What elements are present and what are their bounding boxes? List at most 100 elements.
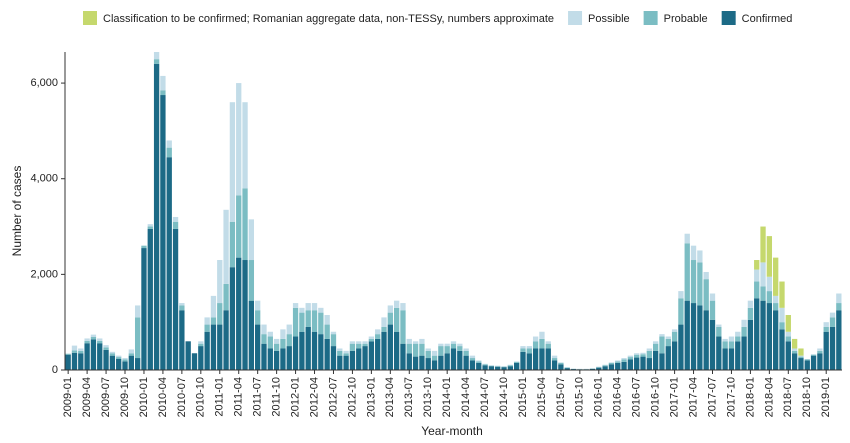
bar-segment <box>134 358 141 370</box>
bar-segment <box>779 307 785 323</box>
bar-segment <box>457 343 463 347</box>
bar-segment <box>438 346 444 356</box>
bar-segment <box>198 343 204 347</box>
bar-segment <box>217 324 223 370</box>
bar-segment <box>160 75 166 91</box>
bar-segment <box>697 262 703 306</box>
bar-segment <box>166 157 172 370</box>
bar-segment <box>305 326 311 370</box>
x-tick-label: 2010-10 <box>195 377 207 417</box>
bar-segment <box>406 338 412 344</box>
bar-segment <box>65 354 71 370</box>
bar-segment <box>393 331 400 370</box>
bar-segment <box>634 353 640 355</box>
bar-segment <box>646 358 652 370</box>
bar-segment <box>608 362 615 365</box>
bar-segment <box>463 355 469 370</box>
bar-segment <box>71 345 78 351</box>
bar-segment <box>166 147 172 158</box>
bar-segment <box>709 293 716 301</box>
x-tick-label: 2015-10 <box>574 377 586 417</box>
bar-segment <box>84 340 90 344</box>
bar-segment <box>690 245 697 261</box>
bar-segment <box>172 228 179 370</box>
bar-segment <box>810 354 817 356</box>
bar-segment <box>514 362 520 370</box>
legend-swatch <box>83 11 97 25</box>
bar-segment <box>103 347 109 350</box>
bar-segment <box>242 188 248 261</box>
bar-segment <box>450 343 457 349</box>
bar-segment <box>482 364 488 366</box>
x-tick-label: 2016-07 <box>631 377 643 417</box>
bar-segment <box>634 354 640 358</box>
bar-segment <box>116 357 122 360</box>
legend-label: Confirmed <box>742 13 793 25</box>
bar-segment <box>829 326 836 370</box>
bar-segment <box>311 331 318 370</box>
bar-segment <box>387 324 393 370</box>
bar-segment <box>292 336 299 370</box>
bar-segment <box>255 300 261 311</box>
bar-segment <box>242 102 248 189</box>
bar-segment <box>526 353 532 370</box>
bar-segment <box>640 352 646 355</box>
bar-segment <box>646 348 652 351</box>
bar-segment <box>804 359 810 361</box>
x-tick-label: 2009-07 <box>100 377 112 417</box>
bar-segment <box>747 319 754 370</box>
x-tick-label: 2014-01 <box>441 377 453 417</box>
bar-segment <box>71 352 78 370</box>
bar-segment <box>210 295 217 318</box>
bar-segment <box>381 331 387 370</box>
bar-segment <box>267 336 273 349</box>
bar-segment <box>210 324 217 370</box>
bar-segment <box>368 341 375 370</box>
bar-segment <box>381 326 387 332</box>
bar-segment <box>280 329 286 339</box>
bar-segment <box>337 348 343 351</box>
bar-segment <box>627 359 634 370</box>
x-tick-label: 2016-01 <box>593 377 605 417</box>
bar-segment <box>760 262 766 287</box>
bar-segment <box>690 260 697 304</box>
legend-label: Possible <box>588 13 630 25</box>
x-tick-label: 2009-04 <box>81 377 93 417</box>
bar-segment <box>375 334 381 339</box>
bar-segment <box>318 312 324 335</box>
bar-segment <box>198 341 204 344</box>
x-tick-label: 2013-01 <box>365 377 377 417</box>
bar-segment <box>817 353 823 370</box>
bar-segment <box>273 338 280 344</box>
bar-segment <box>356 348 362 370</box>
bar-segment <box>551 360 558 370</box>
x-tick-label: 2018-04 <box>763 377 775 417</box>
x-tick-label: 2017-01 <box>669 377 681 417</box>
bar-segment <box>248 300 255 370</box>
bar-segment <box>703 310 709 370</box>
bar-segment <box>621 359 627 362</box>
bar-segment <box>311 310 318 332</box>
x-tick-label: 2009-10 <box>119 377 131 417</box>
x-tick-label: 2015-01 <box>517 377 529 417</box>
bar-segment <box>204 331 210 370</box>
bar-segment <box>545 341 551 344</box>
bar-segment <box>273 350 280 370</box>
bar-segment <box>791 350 798 354</box>
legend-label: Classification to be confirmed; Romanian… <box>103 13 554 25</box>
bar-segment <box>722 348 728 370</box>
bar-segment <box>153 52 160 60</box>
bar-segment <box>141 248 147 370</box>
bar-segment <box>349 341 356 344</box>
bar-segment <box>330 334 337 347</box>
bar-segment <box>412 343 419 357</box>
bar-segment <box>804 360 810 370</box>
bar-segment <box>659 353 665 370</box>
bar-segment <box>128 353 134 356</box>
bar-segment <box>741 336 747 370</box>
bar-segment <box>255 324 261 370</box>
x-tick-label: 2010-01 <box>138 377 150 417</box>
bar-segment <box>141 245 147 249</box>
bar-segment <box>191 353 198 370</box>
x-tick-label: 2016-04 <box>612 377 624 417</box>
